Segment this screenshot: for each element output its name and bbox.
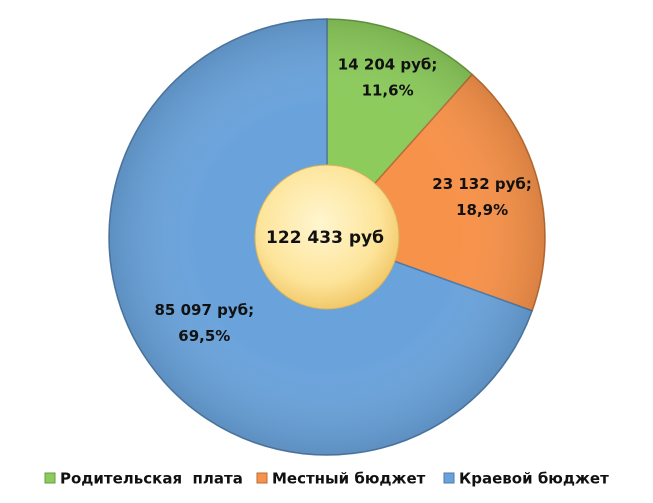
percent-label: 69,5% [178, 327, 230, 345]
legend-marker [443, 472, 455, 484]
legend-marker [256, 472, 268, 484]
legend-marker [44, 472, 56, 484]
value-label: 23 132 руб; [432, 175, 532, 193]
center-circle [254, 164, 400, 310]
labels: 14 204 руб; 11,6% 23 132 руб; 18,9% 85 097 р… [154, 56, 531, 345]
percent-label: 11,6% [362, 82, 414, 100]
legend-label: Родительская плата [60, 470, 243, 488]
value-label: 14 204 руб; [338, 56, 438, 74]
legend: Родительская плата Местный бюджет Краевой … [44, 470, 609, 488]
center-label: 122 433 руб [266, 228, 384, 248]
percent-label: 18,9% [456, 201, 508, 219]
value-label: 85 097 руб; [154, 301, 254, 319]
legend-label: Местный бюджет [272, 470, 426, 488]
legend-label: Краевой бюджет [459, 470, 609, 488]
